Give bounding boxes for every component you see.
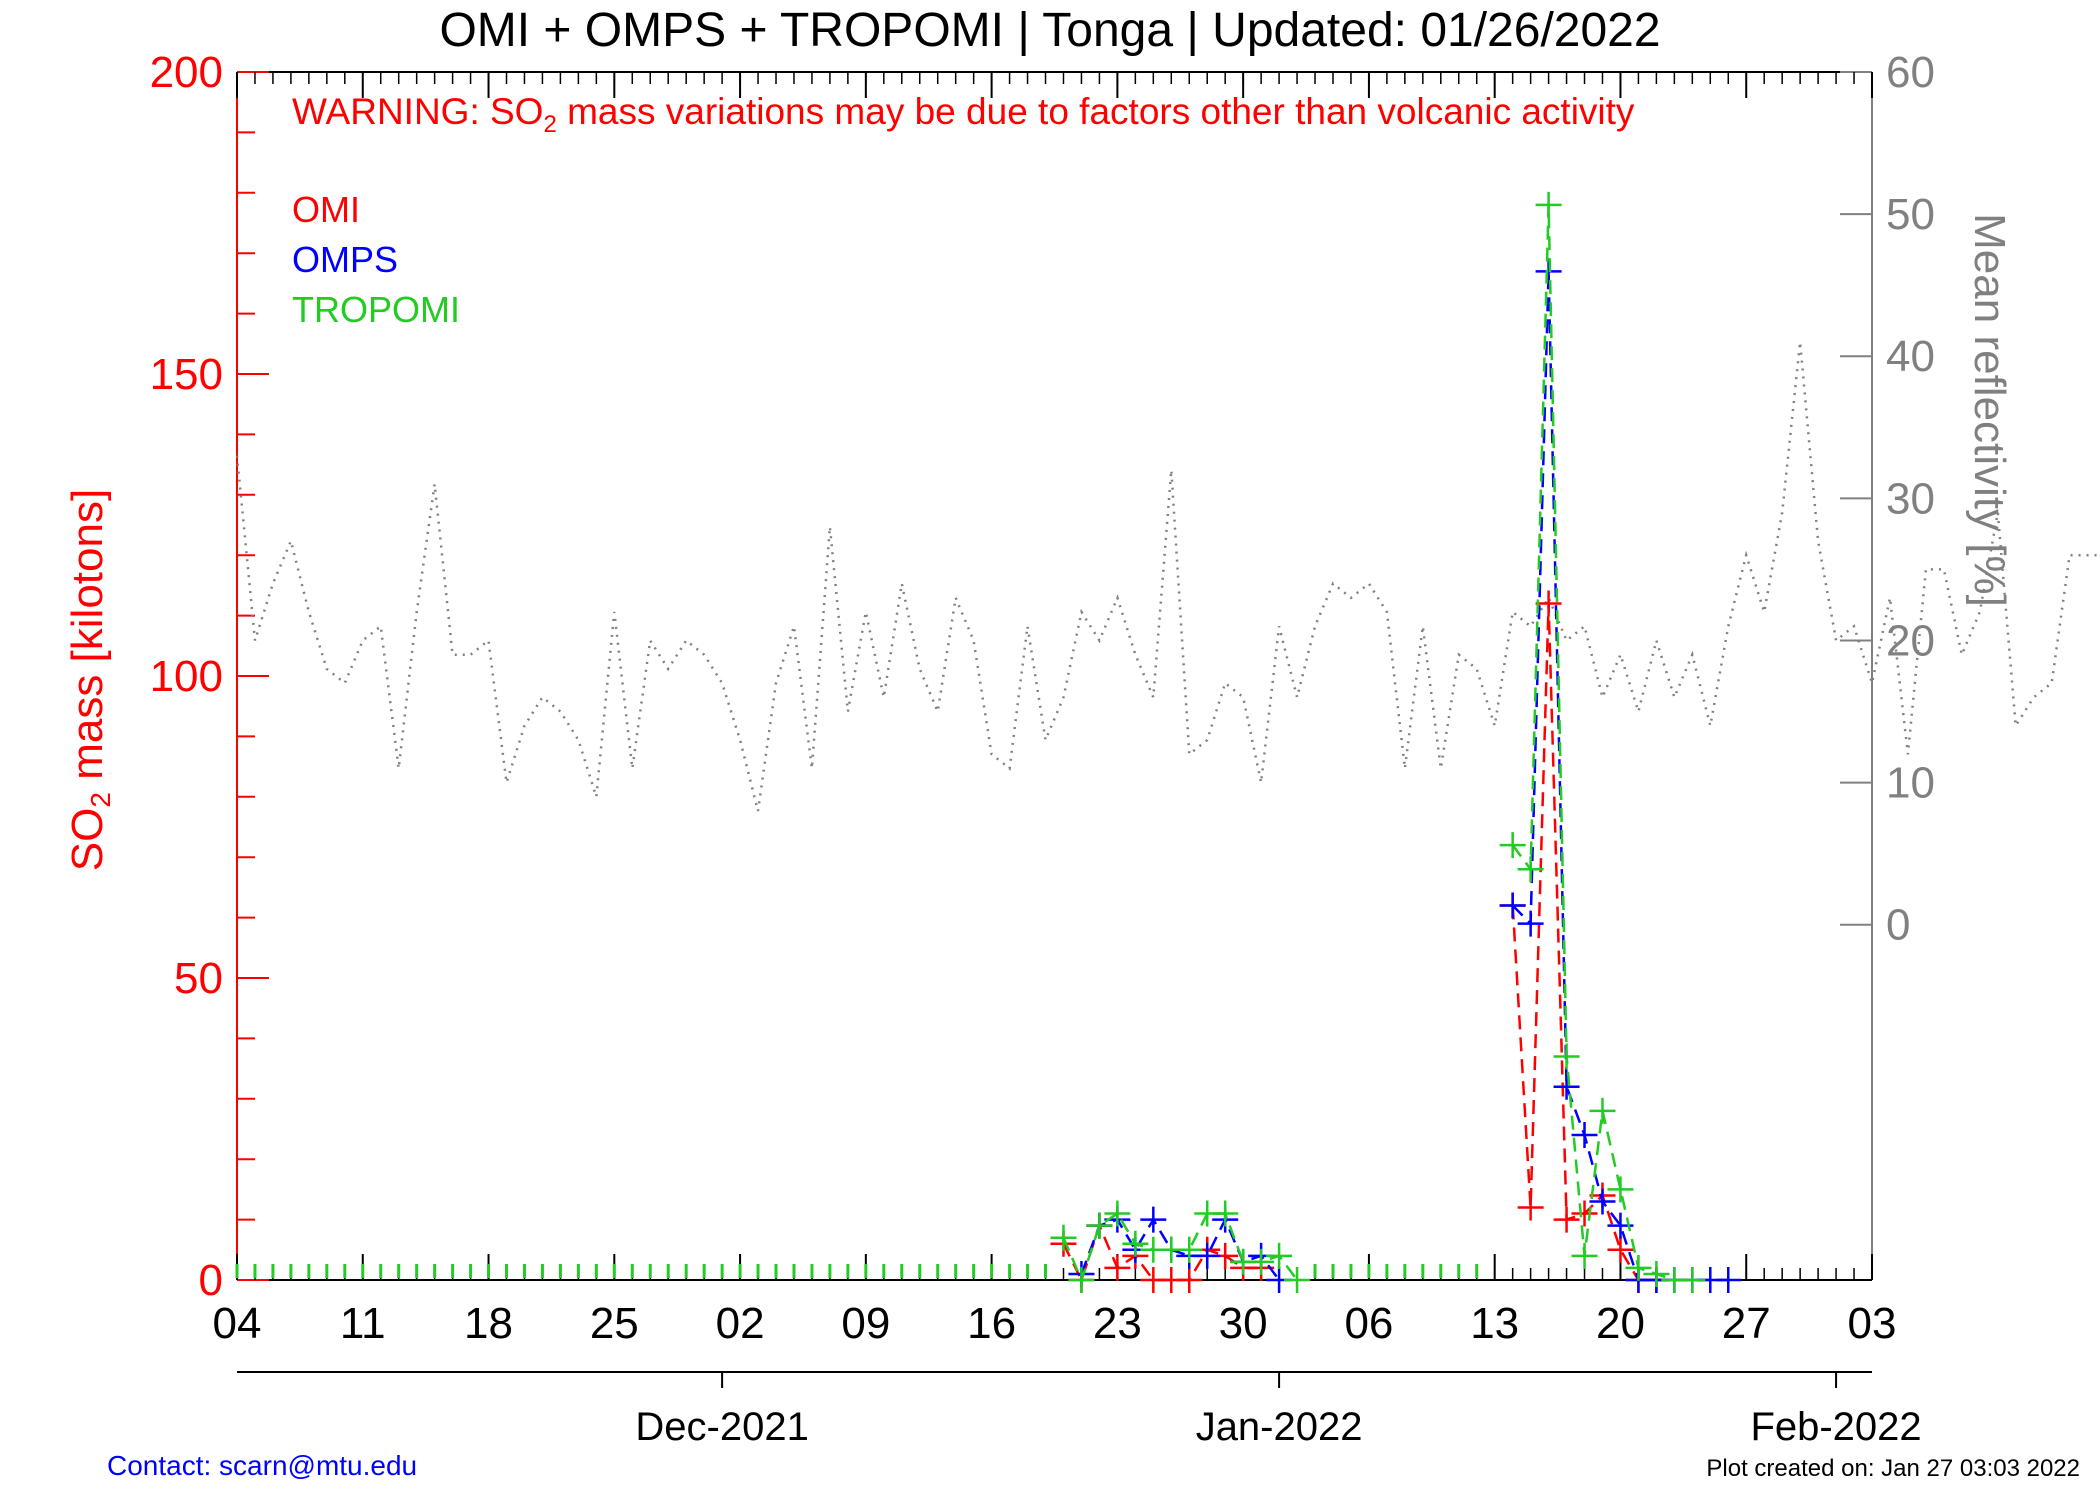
tropomi-point xyxy=(1535,191,1562,218)
y-axis-label-right: Mean reflectivity [%] xyxy=(1965,213,2014,607)
tropomi-point xyxy=(1068,1267,1095,1293)
footer-created: Plot created on: Jan 27 03:03 2022 xyxy=(1706,1455,2080,1482)
tropomi-point xyxy=(1679,1267,1706,1293)
tropomi-point xyxy=(1571,1242,1598,1269)
tropomi-point xyxy=(1284,1267,1311,1293)
x-tick-label: 02 xyxy=(716,1299,765,1348)
x-tick-label: 03 xyxy=(1848,1299,1897,1348)
omps-point xyxy=(1571,1122,1598,1149)
tropomi-point xyxy=(1643,1260,1670,1287)
warning-text: WARNING: SO2 mass variations may be due … xyxy=(292,91,1635,138)
month-tick-label: Jan-2022 xyxy=(1196,1405,1363,1449)
tropomi-point xyxy=(1212,1200,1239,1227)
omi-point xyxy=(1553,1206,1580,1233)
y-label-prefix: SO xyxy=(63,808,112,872)
y-right-tick-label: 60 xyxy=(1886,48,1935,97)
reflectivity-line xyxy=(235,341,2100,812)
omps-point xyxy=(1140,1206,1167,1233)
tropomi-point xyxy=(1589,1097,1616,1124)
tropomi-point xyxy=(1607,1176,1634,1203)
y-left-tick-label: 50 xyxy=(174,954,223,1003)
plot-layer: 0 50 100 150 200 0 10 20 30 40 50 60 04 11 18 25 02 09 16 2… xyxy=(150,48,2100,1449)
x-tick-label: 25 xyxy=(590,1299,639,1348)
x-tick-label: 04 xyxy=(213,1299,262,1348)
y-label-subscript: 2 xyxy=(85,792,116,808)
x-tick-label: 20 xyxy=(1596,1299,1645,1348)
x-tick-label: 18 xyxy=(464,1299,513,1348)
omi-point xyxy=(1517,1194,1544,1221)
x-tick-label: 30 xyxy=(1219,1299,1268,1348)
x-tick-label: 23 xyxy=(1093,1299,1142,1348)
footer-contact: Contact: scarn@mtu.edu xyxy=(107,1450,417,1481)
x-tick-label: 09 xyxy=(841,1299,890,1348)
tropomi-point xyxy=(1266,1242,1293,1269)
omi-point xyxy=(1571,1200,1598,1227)
warning-suffix: mass variations may be due to factors ot… xyxy=(557,91,1635,132)
y-left-tick-label: 0 xyxy=(199,1256,223,1305)
tropomi-point xyxy=(1517,856,1544,883)
month-tick-label: Dec-2021 xyxy=(635,1405,808,1449)
tropomi-point xyxy=(1050,1224,1077,1251)
omi-point xyxy=(1104,1254,1131,1281)
warning-prefix: WARNING: SO xyxy=(292,91,543,132)
tropomi-point xyxy=(1499,832,1526,859)
y-right-tick-label: 0 xyxy=(1886,901,1910,950)
y-label-suffix: mass [kilotons] xyxy=(63,489,112,792)
x-tick-label: 16 xyxy=(967,1299,1016,1348)
tropomi-point xyxy=(1553,1043,1580,1070)
y-left-tick-label: 100 xyxy=(150,652,223,701)
tropomi-point xyxy=(1248,1248,1275,1275)
warning-subscript: 2 xyxy=(543,111,556,138)
tropomi-point xyxy=(1176,1236,1203,1263)
omps-point xyxy=(1499,892,1526,919)
x-tick-label: 06 xyxy=(1344,1299,1393,1348)
x-tick-label: 13 xyxy=(1470,1299,1519,1348)
y-right-tick-label: 50 xyxy=(1886,190,1935,239)
tropomi-point xyxy=(1086,1212,1113,1239)
y-right-tick-label: 30 xyxy=(1886,474,1935,523)
omps-point xyxy=(1589,1188,1616,1215)
legend-tropomi: TROPOMI xyxy=(292,289,460,330)
y-left-tick-label: 150 xyxy=(150,350,223,399)
legend-omi: OMI xyxy=(292,189,360,230)
omi-point xyxy=(1535,590,1562,617)
y-right-tick-label: 20 xyxy=(1886,616,1935,665)
y-left-tick-label: 200 xyxy=(150,48,223,97)
month-tick-label: Feb-2022 xyxy=(1750,1405,1921,1449)
omps-point xyxy=(1194,1242,1221,1269)
omps-point xyxy=(1553,1073,1580,1100)
legend-omps: OMPS xyxy=(292,239,398,280)
tropomi-point xyxy=(1104,1200,1131,1227)
x-tick-label: 27 xyxy=(1722,1299,1771,1348)
omi-point xyxy=(1176,1267,1203,1293)
y-right-tick-label: 40 xyxy=(1886,332,1935,381)
omps-point xyxy=(1517,910,1544,937)
omps-point xyxy=(1715,1267,1742,1293)
tropomi-point xyxy=(1122,1230,1149,1257)
tropomi-point xyxy=(1625,1254,1652,1281)
chart-title: OMI + OMPS + TROPOMI | Tonga | Updated: … xyxy=(439,4,1660,57)
omi-point xyxy=(1607,1236,1634,1263)
y-right-tick-label: 10 xyxy=(1886,759,1935,808)
x-tick-label: 11 xyxy=(340,1299,386,1348)
y-axis-label-left: SO2 mass [kilotons] xyxy=(63,489,116,871)
